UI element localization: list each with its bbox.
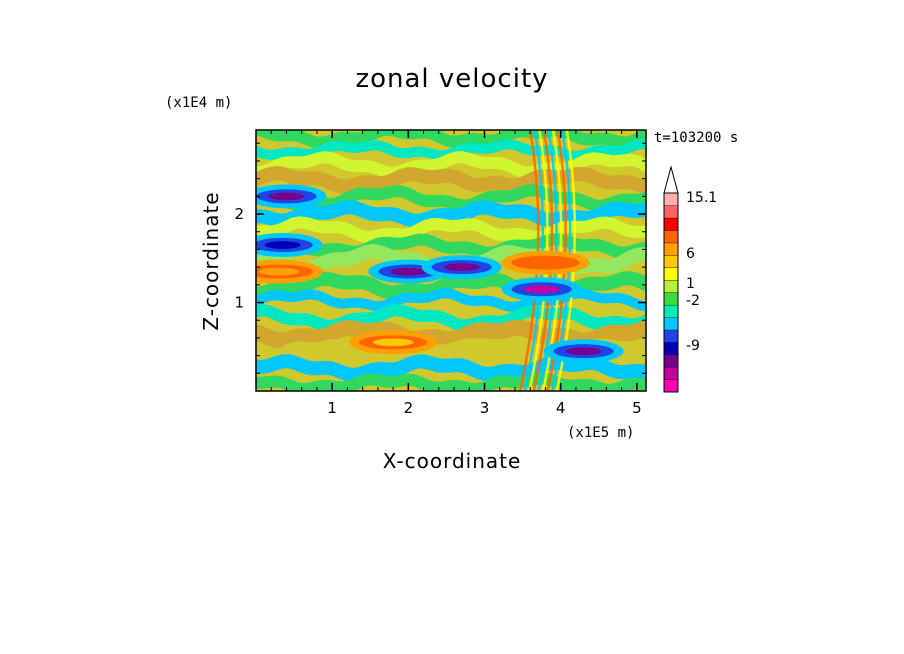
y-unit-label: (x1E4 m) xyxy=(165,95,232,111)
colorbar-segment xyxy=(664,217,678,231)
feature-core xyxy=(268,192,305,201)
chart-title: zonal velocity xyxy=(355,64,548,94)
feature-core xyxy=(443,263,480,271)
contour-band xyxy=(256,151,646,179)
heatmap-field xyxy=(256,130,646,391)
time-label: t=103200 s xyxy=(654,130,738,146)
x-axis-label: X-coordinate xyxy=(383,449,522,473)
contour-band xyxy=(256,304,646,333)
colorbar-segment xyxy=(664,329,678,343)
feature-core xyxy=(258,267,300,276)
colorbar: -9 -21 6 15.1 xyxy=(663,165,717,393)
colorbar-label: 6 xyxy=(686,246,695,262)
contour-band xyxy=(256,354,646,383)
colorbar-segment xyxy=(664,205,678,218)
feature-core xyxy=(390,267,427,276)
colorbar-segment xyxy=(664,242,678,256)
contour-band xyxy=(256,271,646,301)
contour-band xyxy=(256,288,646,312)
x-tick-label: 3 xyxy=(480,399,490,417)
y-ticks: 12 xyxy=(234,142,646,374)
colorbar-frame xyxy=(663,192,679,393)
x-tick-label: 5 xyxy=(632,399,642,417)
feature-core xyxy=(523,285,560,294)
feature-core xyxy=(565,347,602,356)
colorbar-segment xyxy=(664,267,678,281)
feature-core xyxy=(525,258,566,267)
colorbar-segment xyxy=(664,193,678,206)
plot-frame xyxy=(255,129,647,392)
colorbar-segment xyxy=(664,342,678,355)
contour-band xyxy=(256,200,646,228)
colorbar-extension xyxy=(663,165,679,194)
colorbar-segment xyxy=(664,354,678,368)
colorbar-segment xyxy=(664,317,678,330)
colorbar-segment xyxy=(664,255,678,268)
contour-band xyxy=(256,130,646,149)
colorbar-segment xyxy=(664,304,678,318)
x-unit-label: (x1E5 m) xyxy=(567,425,634,441)
colorbar-label: -2 xyxy=(686,293,700,309)
colorbar-segment xyxy=(664,292,678,305)
y-tick-label: 2 xyxy=(234,205,244,223)
x-tick-label: 4 xyxy=(556,399,566,417)
x-ticks: 1 2 3 4 5 xyxy=(270,130,642,417)
x-tick-label: 1 xyxy=(327,399,337,417)
feature-core xyxy=(372,338,414,347)
x-tick-label: 2 xyxy=(404,399,414,417)
colorbar-segment xyxy=(664,379,678,392)
colorbar-label: 15.1 xyxy=(686,190,717,206)
contour-band xyxy=(256,372,646,391)
y-tick-label: 1 xyxy=(234,294,244,312)
colorbar-segment xyxy=(664,230,678,243)
colorbar-segment xyxy=(664,280,678,293)
colorbar-label: -9 xyxy=(686,338,700,354)
colorbar-segment xyxy=(664,367,678,380)
contour-band xyxy=(256,166,646,194)
contour-band xyxy=(256,216,646,244)
colorbar-label: 1 xyxy=(686,276,695,292)
feature-core xyxy=(264,241,301,249)
y-axis-label: Z-coordinate xyxy=(199,191,223,330)
